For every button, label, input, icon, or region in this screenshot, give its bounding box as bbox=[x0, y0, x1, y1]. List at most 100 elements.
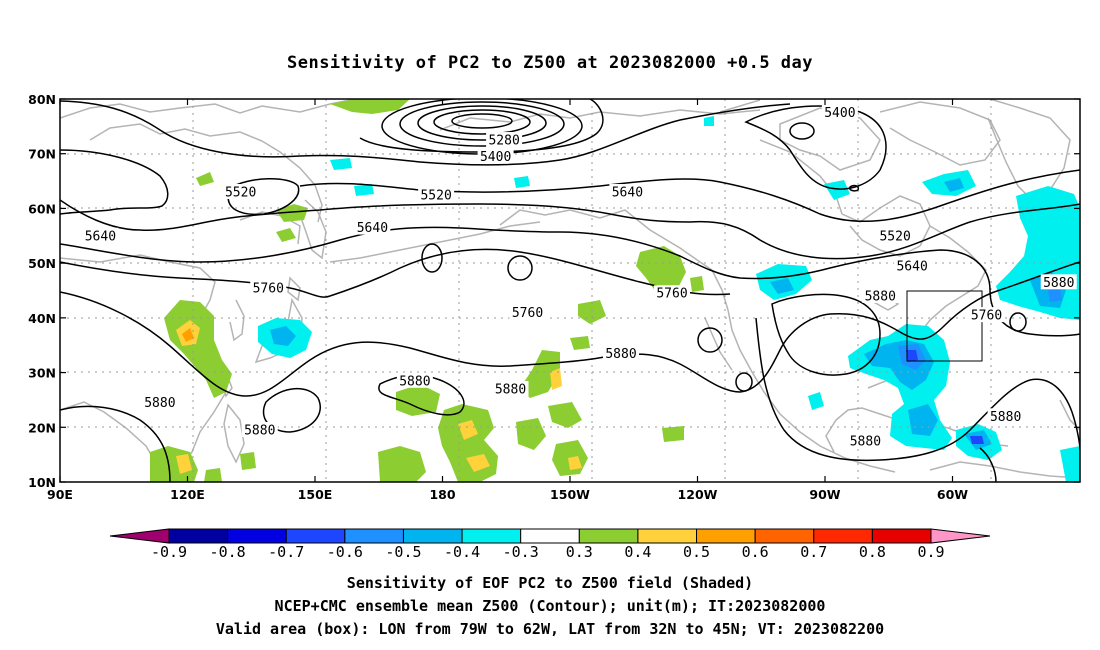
colorbar-label: 0.9 bbox=[917, 543, 944, 561]
colorbar-label: 0.8 bbox=[859, 543, 886, 561]
contour-label: 5880 bbox=[850, 434, 881, 449]
colorbar-swatch bbox=[696, 528, 756, 544]
contour-label-bg bbox=[509, 304, 546, 320]
colorbar-label: -0.4 bbox=[444, 543, 480, 561]
colorbar-swatch bbox=[813, 528, 873, 544]
colorbar: -0.9 -0.8 -0.7 -0.6 -0.5 -0.4 -0.3 0.3 0.4 0.5 0.6… bbox=[109, 528, 991, 561]
footer-shaded-caption: Sensitivity of EOF PC2 to Z500 field (Sh… bbox=[347, 574, 753, 592]
colorbar-label: -0.8 bbox=[210, 543, 246, 561]
contour-label-bg bbox=[486, 132, 523, 148]
x-tick-label: 180 bbox=[429, 487, 455, 502]
x-tick-label: 90E bbox=[47, 487, 73, 502]
contour-label: 5880 bbox=[865, 289, 896, 304]
contour-label: 5760 bbox=[253, 281, 284, 296]
valid-area-box bbox=[906, 290, 983, 362]
contour-label: 5760 bbox=[971, 309, 1002, 324]
colorbar-swatch bbox=[227, 528, 287, 544]
map-title: Sensitivity of PC2 to Z500 at 2023082000… bbox=[287, 53, 813, 73]
y-tick-label: 60N bbox=[28, 201, 56, 216]
contour-label: 5520 bbox=[225, 186, 256, 201]
contour-label-bg bbox=[1040, 274, 1077, 290]
colorbar-label: 0.5 bbox=[683, 543, 710, 561]
contour-label-bg bbox=[609, 184, 646, 200]
contour-label: 5520 bbox=[879, 229, 910, 244]
contour-label-bg bbox=[987, 408, 1024, 424]
colorbar-swatch bbox=[461, 528, 522, 544]
contour-label: 5760 bbox=[656, 287, 687, 302]
contour-label-bg bbox=[821, 104, 858, 120]
y-tick-label: 70N bbox=[28, 147, 56, 162]
colorbar-label: -0.7 bbox=[268, 543, 304, 561]
contour-label: 5400 bbox=[824, 106, 855, 121]
contour-label: 5640 bbox=[896, 259, 927, 274]
colorbar-swatch bbox=[637, 528, 698, 544]
y-tick-label: 80N bbox=[28, 92, 56, 107]
colorbar-swatch bbox=[520, 528, 580, 544]
colorbar-swatch bbox=[344, 528, 404, 544]
axes: 90E 120E 150E 180 150W 120W 90W 60W 80N 70N 60N 50N… bbox=[28, 92, 1080, 502]
colorbar-label: -0.9 bbox=[151, 543, 187, 561]
y-tick-label: 40N bbox=[28, 311, 56, 326]
y-tick-label: 50N bbox=[28, 256, 56, 271]
contour-label-bg bbox=[222, 184, 259, 200]
y-tick-label: 30N bbox=[28, 366, 56, 381]
contour-label-bg bbox=[82, 227, 119, 243]
colorbar-label: 0.6 bbox=[742, 543, 769, 561]
colorbar-left-triangle bbox=[109, 528, 170, 544]
contour-label-bg bbox=[396, 372, 433, 388]
colorbar-swatch bbox=[754, 528, 815, 544]
contour-label: 5880 bbox=[495, 382, 526, 397]
contour-label: 5880 bbox=[990, 410, 1021, 425]
y-tick-label: 10N bbox=[28, 475, 56, 490]
x-tick-label: 150E bbox=[298, 487, 333, 502]
contour-label: 5760 bbox=[512, 306, 543, 321]
contour-label-bg bbox=[603, 345, 639, 361]
contour-label-bg bbox=[654, 285, 690, 301]
contour-label-bg bbox=[241, 422, 278, 438]
contour-label-bg bbox=[418, 186, 455, 202]
x-tick-label: 120E bbox=[170, 487, 205, 502]
footer-contour-caption: NCEP+CMC ensemble mean Z500 (Contour); u… bbox=[275, 597, 826, 615]
contour-label-bg bbox=[477, 148, 514, 164]
contour-label: 5880 bbox=[244, 424, 275, 439]
y-tick-label: 20N bbox=[28, 420, 56, 435]
contour-label: 5400 bbox=[480, 150, 511, 165]
contour-label: 5640 bbox=[357, 221, 388, 236]
contour-label-bg bbox=[968, 307, 1005, 323]
footer-valid-area-caption: Valid area (box): LON from 79W to 62W, L… bbox=[216, 620, 884, 638]
colorbar-swatch bbox=[871, 528, 932, 544]
contour-label-bg bbox=[250, 279, 287, 295]
contour-label-bg bbox=[847, 432, 884, 448]
contour-label-bg bbox=[877, 227, 914, 243]
colorbar-label: 0.4 bbox=[624, 543, 651, 561]
contour-label: 5520 bbox=[420, 188, 451, 203]
contour-label-bg bbox=[141, 394, 178, 410]
contour-label-bg bbox=[354, 219, 391, 235]
x-tick-label: 120W bbox=[678, 487, 718, 502]
contour-label: 5880 bbox=[605, 347, 636, 362]
z500-contours bbox=[60, 99, 1080, 482]
x-tick-label: 150W bbox=[550, 487, 590, 502]
colorbar-label: -0.3 bbox=[503, 543, 539, 561]
contour-label: 5280 bbox=[488, 134, 519, 149]
colorbar-label: -0.5 bbox=[385, 543, 421, 561]
colorbar-swatch bbox=[285, 528, 346, 544]
contour-label: 5880 bbox=[144, 396, 175, 411]
x-tick-label: 90W bbox=[809, 487, 840, 502]
contour-label: 5640 bbox=[612, 186, 643, 201]
colorbar-label: 0.3 bbox=[566, 543, 593, 561]
contour-label: 5640 bbox=[85, 229, 116, 244]
contour-label-bg bbox=[862, 287, 899, 303]
contour-label-bg bbox=[492, 380, 529, 396]
colorbar-right-triangle bbox=[930, 528, 991, 544]
colorbar-label: -0.6 bbox=[327, 543, 363, 561]
colorbar-swatch bbox=[578, 528, 639, 544]
contour-label-bg bbox=[894, 257, 931, 273]
x-tick-label: 60W bbox=[937, 487, 968, 502]
contour-label: 5880 bbox=[1043, 276, 1074, 291]
colorbar-swatch bbox=[402, 528, 463, 544]
contour-label: 5880 bbox=[399, 374, 430, 389]
